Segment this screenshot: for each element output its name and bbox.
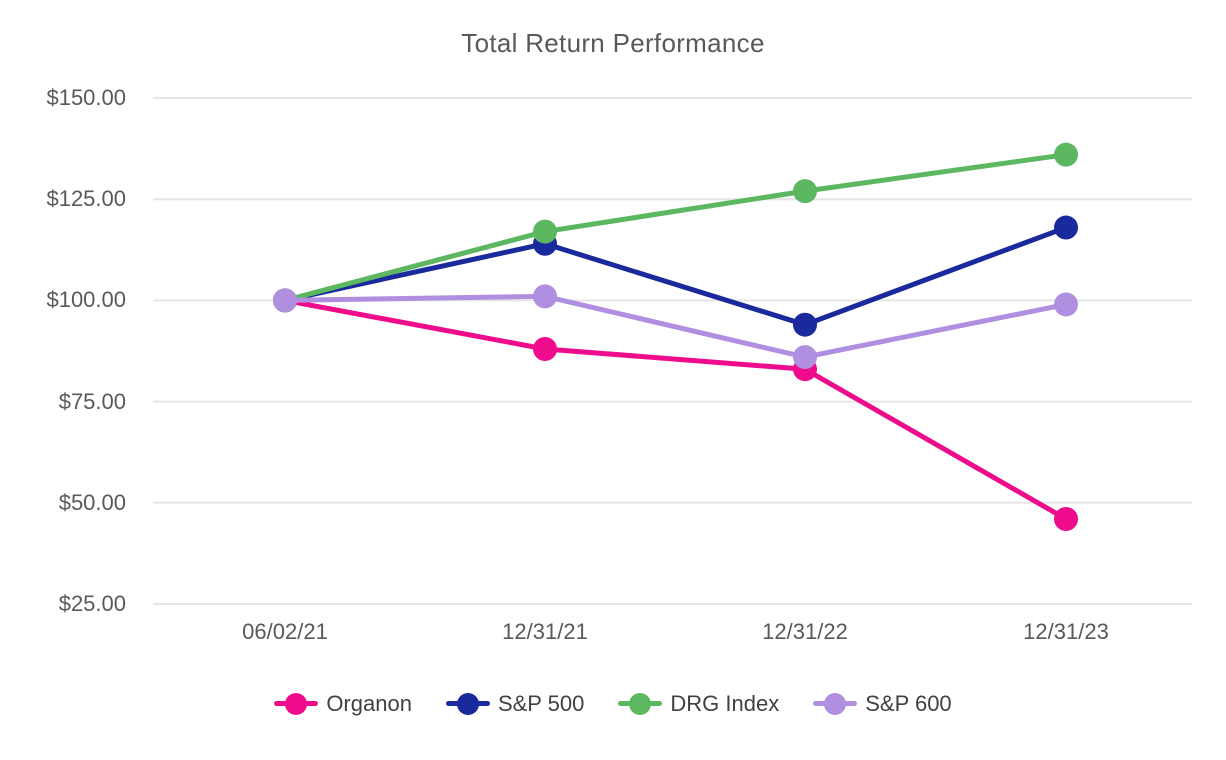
series-marker-s-p-600 xyxy=(793,345,817,370)
y-tick-label: $50.00 xyxy=(58,489,126,515)
legend-marker-icon xyxy=(813,692,858,716)
legend-item-s-p-600: S&P 600 xyxy=(813,691,952,717)
series-line-s-p-600 xyxy=(282,293,1069,360)
legend-dot xyxy=(629,693,652,715)
legend-item-s-p-500: S&P 500 xyxy=(445,691,585,717)
legend-item-drg-index: DRG Index xyxy=(618,691,779,717)
legend-marker-icon xyxy=(445,692,490,716)
series-marker-organon xyxy=(1054,506,1078,531)
x-tick-label: 12/31/22 xyxy=(762,619,848,644)
series-marker-drg-index xyxy=(1054,142,1078,167)
chart-title: Total Return Performance xyxy=(461,28,765,58)
legend-marker-icon xyxy=(274,692,319,716)
legend-label: S&P 500 xyxy=(497,691,585,716)
series-marker-drg-index xyxy=(533,219,557,244)
legend-label: S&P 600 xyxy=(865,691,952,716)
legend-item-organon: Organon xyxy=(274,691,412,717)
x-tick-label: 06/02/21 xyxy=(242,619,328,644)
series-marker-s-p-600 xyxy=(273,288,297,313)
legend-dot xyxy=(285,693,308,715)
series-marker-drg-index xyxy=(793,179,817,204)
y-tick-label: $100.00 xyxy=(46,287,126,313)
series-marker-organon xyxy=(533,336,557,361)
y-tick-label: $75.00 xyxy=(58,388,126,414)
series-line-organon xyxy=(282,297,1069,522)
legend-label: DRG Index xyxy=(670,691,780,716)
x-tick-label: 12/31/21 xyxy=(502,619,588,644)
legend-label: Organon xyxy=(326,691,412,716)
series-marker-s-p-500 xyxy=(1054,215,1078,240)
legend-dot xyxy=(456,693,479,715)
series-marker-s-p-500 xyxy=(793,312,817,337)
x-tick-label: 12/31/23 xyxy=(1023,619,1109,644)
y-tick-label: $125.00 xyxy=(46,186,126,212)
legend: Organon S&P 500 DRG Index S&P 600 xyxy=(0,691,1226,717)
series-line-drg-index xyxy=(282,152,1069,303)
series-line-s-p-500 xyxy=(282,225,1069,328)
y-tick-label: $25.00 xyxy=(58,591,126,616)
series-marker-s-p-600 xyxy=(533,284,557,309)
y-tick-label: $150.00 xyxy=(46,85,126,110)
series-marker-s-p-600 xyxy=(1054,292,1078,317)
legend-dot xyxy=(824,693,847,715)
legend-marker-icon xyxy=(618,692,663,716)
